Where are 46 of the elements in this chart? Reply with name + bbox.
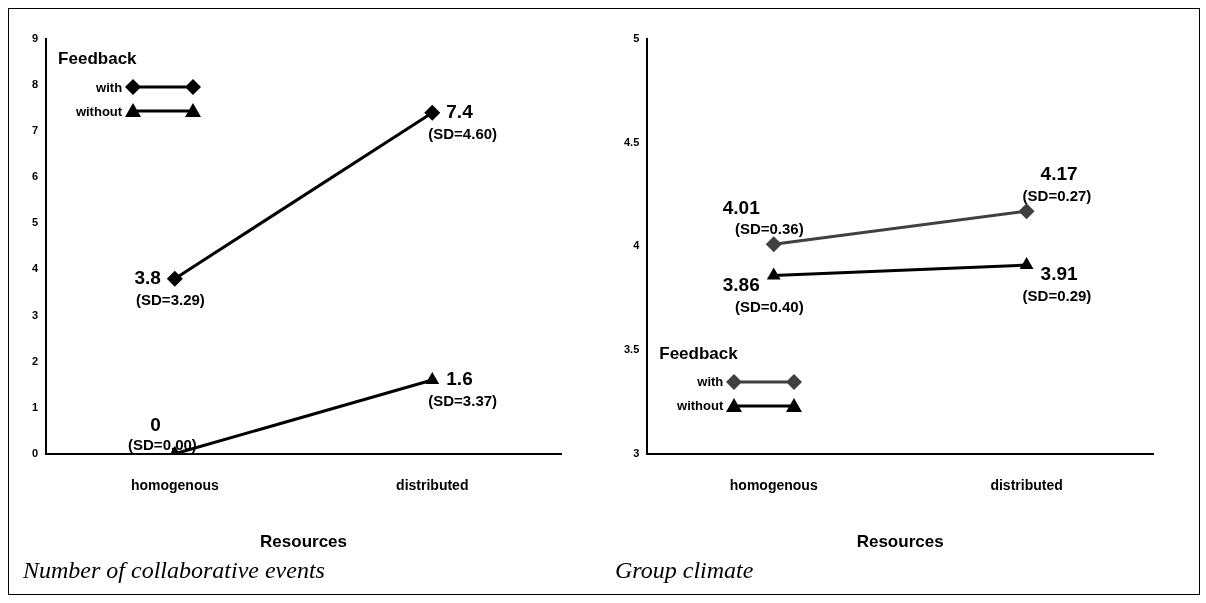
annotation: (SD=0.40) xyxy=(734,297,804,315)
legend-label: without xyxy=(74,103,124,119)
y-tick-label: 5 xyxy=(633,32,640,45)
annotation: (SD=0.27) xyxy=(1022,187,1092,205)
y-tick-label: 3 xyxy=(31,308,39,321)
y-tick-label: 0 xyxy=(31,446,39,459)
x-tick-label: homogenous xyxy=(729,477,818,494)
legend-title: Feedback xyxy=(58,49,138,69)
annotation: (SD=0.29) xyxy=(1022,287,1092,305)
y-tick-label: 4.5 xyxy=(623,135,640,148)
data-label: 1.6 xyxy=(446,368,473,390)
text: Group climate xyxy=(615,557,755,584)
y-tick-label: 9 xyxy=(31,32,39,45)
legend-label: without xyxy=(676,398,725,414)
annotation: (SD=3.37) xyxy=(428,392,498,410)
data-label: 4.17 xyxy=(1040,163,1078,185)
annotation: (SD=3.29) xyxy=(136,290,205,308)
y-tick-label: 3.5 xyxy=(623,343,640,356)
y-tick-label: 4 xyxy=(633,239,641,252)
data-label: 7.4 xyxy=(446,100,474,122)
data-label: 3.91 xyxy=(1040,263,1078,285)
text: Number of collaborative events xyxy=(23,557,326,584)
y-tick-label: 5 xyxy=(31,216,39,229)
y-tick-label: 8 xyxy=(31,78,39,91)
legend-label: with xyxy=(95,79,124,95)
y-tick-label: 3 xyxy=(633,446,640,459)
annotation: (SD=0.36) xyxy=(734,220,804,238)
y-tick-label: 1 xyxy=(31,400,39,413)
data-label: 4.01 xyxy=(722,196,761,218)
annotation: (SD=4.60) xyxy=(428,124,498,142)
legend-title: Feedback xyxy=(659,343,739,364)
x-axis-title: Resources xyxy=(260,532,348,552)
point xyxy=(424,104,441,121)
y-tick-label: 2 xyxy=(31,354,39,367)
x-tick-label: distributed xyxy=(396,477,469,494)
x-tick-label: distributed xyxy=(990,477,1063,494)
data-label: 0 xyxy=(150,414,161,436)
point xyxy=(166,270,183,287)
x-tick-label: homogenous xyxy=(130,477,219,494)
x-axis-title: Resources xyxy=(856,532,944,552)
y-tick-label: 7 xyxy=(31,124,39,137)
legend-label: with xyxy=(696,374,725,390)
y-tick-label: 6 xyxy=(31,170,39,183)
data-label: 3.86 xyxy=(722,273,760,295)
y-tick-label: 4 xyxy=(31,262,39,275)
data-label: 3.8 xyxy=(134,266,161,288)
